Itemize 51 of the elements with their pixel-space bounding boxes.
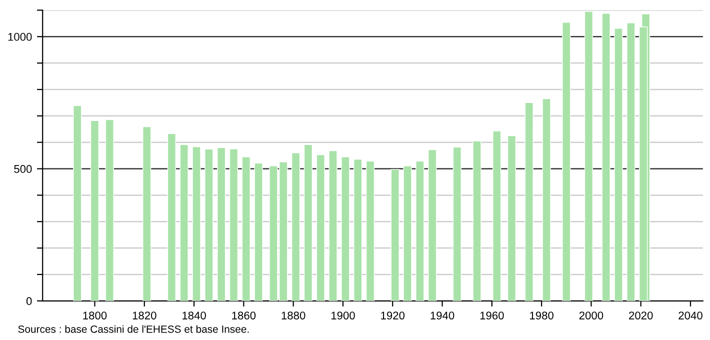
x-tick-label: 1880	[282, 312, 306, 320]
x-tick-label: 1940	[430, 312, 454, 320]
source-note: Sources : base Cassini de l'EHESS et base Insee.	[18, 325, 249, 333]
bar	[90, 120, 100, 301]
bar	[229, 148, 238, 301]
bar	[403, 166, 412, 301]
x-tick-label: 1980	[530, 312, 554, 320]
bar	[626, 22, 636, 301]
bar	[192, 146, 201, 301]
bar	[304, 144, 313, 301]
bar	[254, 162, 263, 301]
bar	[242, 156, 250, 301]
x-tick-label: 2040	[678, 312, 702, 320]
bar	[416, 160, 424, 301]
bar	[354, 158, 362, 301]
bar	[217, 147, 226, 301]
bar	[105, 119, 114, 301]
bar	[562, 22, 571, 301]
bar	[507, 135, 516, 301]
bar	[180, 144, 188, 301]
bar	[602, 13, 610, 301]
x-tick-label: 1840	[182, 312, 206, 320]
x-tick-label: 2000	[579, 312, 604, 320]
bar	[390, 168, 400, 301]
bar	[584, 11, 594, 301]
bar	[167, 133, 176, 301]
x-tick-label: 1820	[132, 312, 156, 320]
bar	[204, 148, 214, 301]
bar	[492, 130, 502, 301]
bar	[542, 98, 551, 301]
x-tick-label: 2020	[629, 312, 653, 320]
x-tick-label: 1860	[232, 312, 256, 320]
bar	[142, 126, 152, 301]
bar	[328, 150, 338, 301]
x-tick-label: 1900	[331, 312, 355, 320]
bar	[73, 105, 82, 301]
y-tick-label: 0	[26, 297, 32, 306]
bar	[291, 152, 300, 301]
x-tick-label: 1960	[480, 312, 504, 320]
bar	[472, 140, 482, 301]
bar	[524, 102, 534, 301]
bar	[316, 154, 325, 301]
y-tick-label: 500	[14, 165, 32, 173]
bar	[341, 156, 350, 301]
x-tick-label: 1920	[381, 312, 405, 320]
bar	[366, 160, 375, 301]
bar	[452, 146, 462, 301]
x-tick-label: 1800	[83, 312, 107, 320]
y-tick-label: 1000	[8, 32, 32, 41]
bar	[614, 28, 623, 301]
bar	[428, 149, 437, 301]
